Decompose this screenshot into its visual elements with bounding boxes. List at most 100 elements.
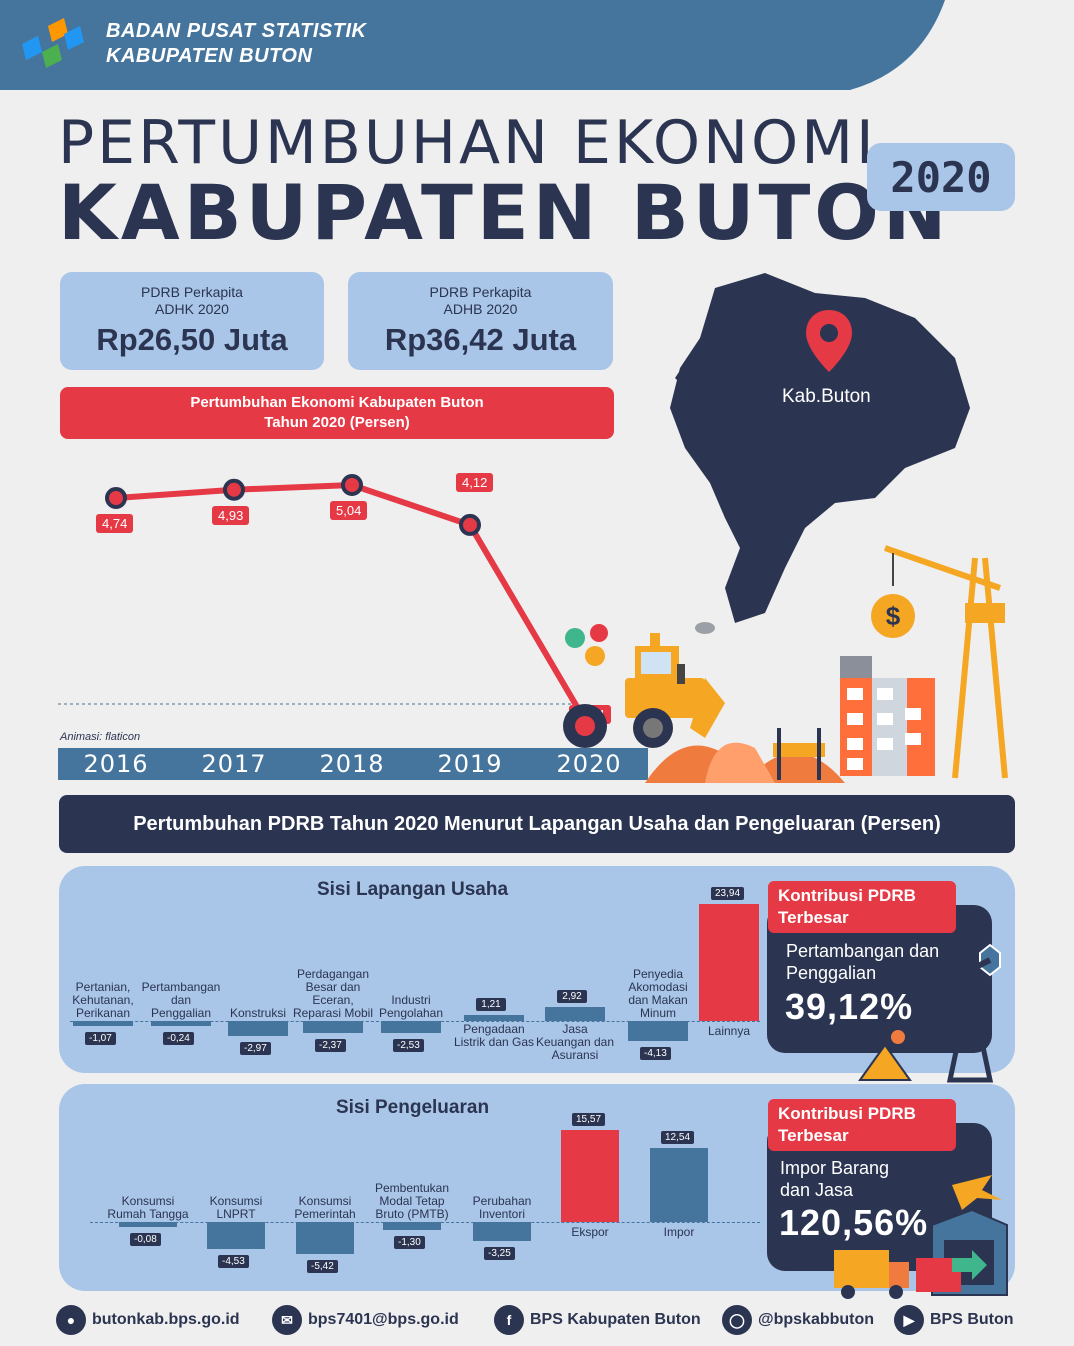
- card-adhb: PDRB Perkapita ADHB 2020 Rp36,42 Juta: [348, 272, 613, 370]
- panel1-title: Sisi Lapangan Usaha: [316, 879, 509, 900]
- construction-illustration: $: [563, 545, 1008, 783]
- bar-p2-6: [650, 1148, 708, 1222]
- kontribusi1-tag-line2: Terbesar: [778, 908, 849, 927]
- bar-value-p1-3: -2,37: [315, 1038, 346, 1052]
- bar-value-p1-4: -2,53: [393, 1039, 424, 1053]
- bar-label-p2-0: Konsumsi Rumah Tangga: [107, 1194, 189, 1221]
- org-name-line1: BADAN PUSAT STATISTIK: [106, 20, 367, 42]
- card-adhb-label2: ADHB 2020: [443, 301, 518, 317]
- bar-value-p1-5: 1,21: [476, 998, 506, 1012]
- bar-value-p2-6: 12,54: [661, 1131, 695, 1144]
- bar-value-p2-1: -4,53: [218, 1254, 249, 1268]
- kontribusi2-tag: Kontribusi PDRB Terbesar: [768, 1099, 956, 1151]
- footer-facebook[interactable]: f BPS Kabupaten Buton: [494, 1305, 701, 1335]
- instagram-icon: ◯: [722, 1305, 752, 1335]
- oil-pump-icon: [858, 943, 1001, 1083]
- growth-title-line1: Pertumbuhan Ekonomi Kabupaten Buton: [190, 394, 484, 411]
- bar-value-p2-5: 15,57: [572, 1113, 606, 1127]
- kontribusi2-value: 120,56%: [779, 1202, 929, 1243]
- buton-map: [670, 273, 970, 623]
- bar-label-p1-7: Penyedia Akomodasi dan Makan Minum: [628, 967, 688, 1020]
- bar-label-p1-6: Jasa Keuangan dan Asuransi: [535, 1022, 615, 1062]
- growth-point-2019: [459, 513, 481, 536]
- bar-p1-0: [73, 1021, 133, 1027]
- growth-label-2016: 4,74: [96, 514, 134, 534]
- kontribusi2-tag-line1: Kontribusi PDRB: [778, 1104, 916, 1123]
- kontribusi1-sub: Pertambangan dan Penggalian: [786, 940, 939, 984]
- youtube-icon: ▶: [894, 1305, 924, 1335]
- bar-p1-6: [545, 1006, 605, 1021]
- footer-youtube[interactable]: ▶ BPS Buton: [894, 1305, 1014, 1335]
- footer-instagram-text: @bpskabbuton: [758, 1311, 875, 1328]
- growth-series-line: [115, 482, 592, 729]
- year-label-2017: 2017: [201, 750, 267, 778]
- bar-label-p1-2: Konstruksi: [229, 1006, 287, 1020]
- footer-email[interactable]: ✉ bps7401@bps.go.id: [272, 1305, 459, 1335]
- bar-label-p1-0: Pertanian, Kehutanan, Perikanan: [72, 980, 134, 1020]
- bar-value-p1-7: -4,13: [640, 1047, 671, 1061]
- bar-p2-5: [561, 1130, 619, 1222]
- globe-icon: ●: [56, 1305, 86, 1335]
- bar-label-p1-4: Industri Pengolahan: [378, 993, 444, 1020]
- growth-point-2016: [105, 487, 127, 510]
- bar-value-p2-2: -5,42: [307, 1259, 338, 1273]
- bar-value-p1-8: 23,94: [711, 886, 745, 900]
- map-label: Kab.Buton: [782, 386, 871, 407]
- location-pin-icon: [806, 310, 852, 372]
- bar-label-p1-1: Pertambangan dan Penggalian: [141, 980, 221, 1020]
- facebook-icon: f: [494, 1305, 524, 1335]
- growth-label-2019: 4,12: [456, 472, 494, 492]
- growth-label-2017: 4,93: [212, 505, 250, 525]
- year-label-2020: 2020: [556, 750, 622, 778]
- card-adhk-label1: PDRB Perkapita: [141, 284, 243, 300]
- kontribusi1-sub-line1: Pertambangan dan: [786, 941, 940, 961]
- panel2-title: Sisi Pengeluaran: [335, 1097, 490, 1118]
- header-banner: [0, 0, 945, 90]
- year-label-2018: 2018: [319, 750, 385, 778]
- footer-instagram[interactable]: ◯ @bpskabbuton: [722, 1305, 875, 1335]
- bar-p1-7: [628, 1021, 688, 1042]
- bar-p1-5: [464, 1015, 524, 1021]
- bar-label-p2-5: Ekspor: [571, 1225, 609, 1239]
- bar-label-p2-4: Perubahan Inventori: [472, 1194, 532, 1221]
- bar-p1-3: [303, 1021, 363, 1033]
- bar-p2-4: [473, 1222, 531, 1242]
- bar-label-p2-2: Konsumsi Pemerintah: [294, 1194, 356, 1221]
- bar-value-p1-0: -1,07: [85, 1032, 116, 1046]
- bar-p2-3: [383, 1222, 441, 1230]
- section-title-bar: Pertumbuhan PDRB Tahun 2020 Menurut Lapa…: [59, 795, 1015, 853]
- kontribusi1-value: 39,12%: [785, 986, 914, 1027]
- growth-title-bar: Pertumbuhan Ekonomi Kabupaten Buton Tahu…: [60, 387, 614, 439]
- footer-facebook-text: BPS Kabupaten Buton: [530, 1311, 701, 1328]
- bar-p2-2: [296, 1222, 354, 1254]
- year-label-2016: 2016: [83, 750, 149, 778]
- bar-value-p1-1: -0,24: [163, 1032, 194, 1045]
- card-adhk-label2: ADHK 2020: [155, 301, 229, 317]
- bar-label-p2-6: Impor: [663, 1225, 695, 1239]
- year-badge: 2020: [867, 143, 1015, 211]
- warehouse-truck-icon: [834, 1175, 1008, 1299]
- year-axis-strip: [58, 748, 648, 780]
- kontribusi1-sub-line2: Penggalian: [786, 963, 877, 983]
- footer-email-text: bps7401@bps.go.id: [308, 1311, 459, 1328]
- org-name-line2: KABUPATEN BUTON: [106, 45, 313, 67]
- bar-p1-8: [699, 903, 759, 1021]
- card-adhb-value: Rp36,42 Juta: [384, 322, 577, 357]
- footer-website[interactable]: ● butonkab.bps.go.id: [56, 1305, 240, 1335]
- bar-p1-2: [228, 1021, 288, 1036]
- card-adhb-label1: PDRB Perkapita: [429, 284, 532, 300]
- bar-value-p1-6: 2,92: [557, 989, 587, 1003]
- bar-label-p1-3: Perdagangan Besar dan Eceran, Reparasi Mobi…: [292, 967, 374, 1020]
- credit: Animasi: flaticon: [60, 731, 141, 743]
- footer-website-text: butonkab.bps.go.id: [92, 1311, 240, 1328]
- kontribusi2-sub: Impor Barang dan Jasa: [780, 1157, 889, 1201]
- bar-label-p1-8: Lainnya: [707, 1024, 751, 1038]
- growth-point-2018: [341, 474, 363, 496]
- bar-value-p2-4: -3,25: [484, 1247, 515, 1261]
- card-adhk: PDRB Perkapita ADHK 2020 Rp26,50 Juta: [60, 272, 324, 370]
- bar-p1-1: [151, 1021, 211, 1026]
- year-label-2019: 2019: [437, 750, 503, 778]
- footer-youtube-text: BPS Buton: [930, 1311, 1014, 1328]
- bar-p2-0: [119, 1222, 177, 1227]
- bar-value-p1-2: -2,97: [240, 1041, 271, 1055]
